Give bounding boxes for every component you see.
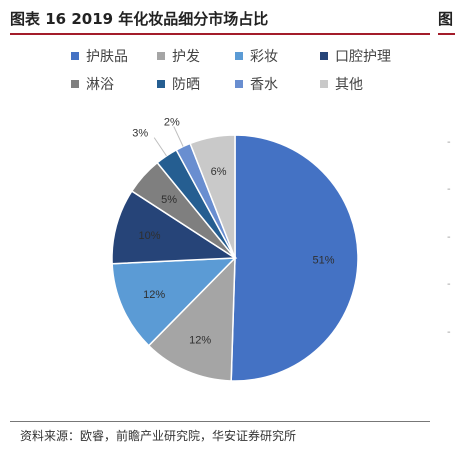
title-rule <box>10 33 430 35</box>
adjacent-chart-fragment: - <box>447 279 451 290</box>
legend-swatch <box>157 80 165 88</box>
adjacent-title-rule <box>438 33 455 35</box>
legend-swatch <box>157 52 165 60</box>
adjacent-chart-fragment: - <box>447 232 451 243</box>
legend-item-oralcare: 口腔护理 <box>320 46 391 66</box>
data-label-1: 51% <box>313 254 335 266</box>
adjacent-chart-fragment: - <box>447 137 451 148</box>
adjacent-chart-title-fragment: 图 <box>438 10 454 28</box>
legend-item-makeup: 彩妆 <box>235 46 278 66</box>
legend-swatch <box>320 52 328 60</box>
legend-item-skincare: 护肤品 <box>71 46 128 66</box>
legend-label: 护发 <box>172 49 200 65</box>
legend-label: 淋浴 <box>86 77 114 93</box>
legend-label: 彩妆 <box>250 49 278 65</box>
pie-slice-4 <box>111 190 238 265</box>
legend-swatch <box>71 80 79 88</box>
legend-label: 护肤品 <box>86 49 128 65</box>
data-label-5: 5% <box>161 194 177 206</box>
legend-swatch <box>320 80 328 88</box>
leader-line-7 <box>173 126 184 147</box>
legend-label: 其他 <box>335 77 363 93</box>
legend-item-sunscreen: 防晒 <box>157 74 200 94</box>
pie-slice-8 <box>189 134 236 259</box>
legend-item-perfume: 香水 <box>235 74 278 94</box>
legend-swatch <box>71 52 79 60</box>
data-label-6: 3% <box>132 128 148 140</box>
pie-slice-3 <box>111 257 237 347</box>
legend-swatch <box>235 80 243 88</box>
data-label-8: 6% <box>211 166 227 178</box>
legend-label: 口腔护理 <box>335 49 391 65</box>
data-label-2: 12% <box>189 334 211 346</box>
adjacent-chart-fragment: - <box>447 184 451 195</box>
chart-legend: 护肤品 护发 彩妆 口腔护理 淋浴 防晒 香水 其他 <box>0 0 455 100</box>
legend-item-haircare: 护发 <box>157 46 200 66</box>
pie-slice-1 <box>230 134 359 382</box>
legend-label: 香水 <box>250 77 278 93</box>
legend-item-other: 其他 <box>320 74 363 94</box>
data-label-7: 2% <box>164 117 180 129</box>
adjacent-chart-fragment: - <box>447 327 451 338</box>
legend-item-shower: 淋浴 <box>71 74 114 94</box>
leader-line-6 <box>153 137 167 157</box>
footer-rule <box>10 421 430 422</box>
legend-label: 防晒 <box>172 77 200 93</box>
data-label-3: 12% <box>143 289 165 301</box>
pie-slice-2 <box>147 256 236 382</box>
source-note: 资料来源：欧睿，前瞻产业研究院，华安证券研究所 <box>20 429 297 443</box>
legend-swatch <box>235 52 243 60</box>
chart-title: 图表 16 2019 年化妆品细分市场占比 <box>10 10 269 28</box>
data-label-4: 10% <box>139 230 161 242</box>
